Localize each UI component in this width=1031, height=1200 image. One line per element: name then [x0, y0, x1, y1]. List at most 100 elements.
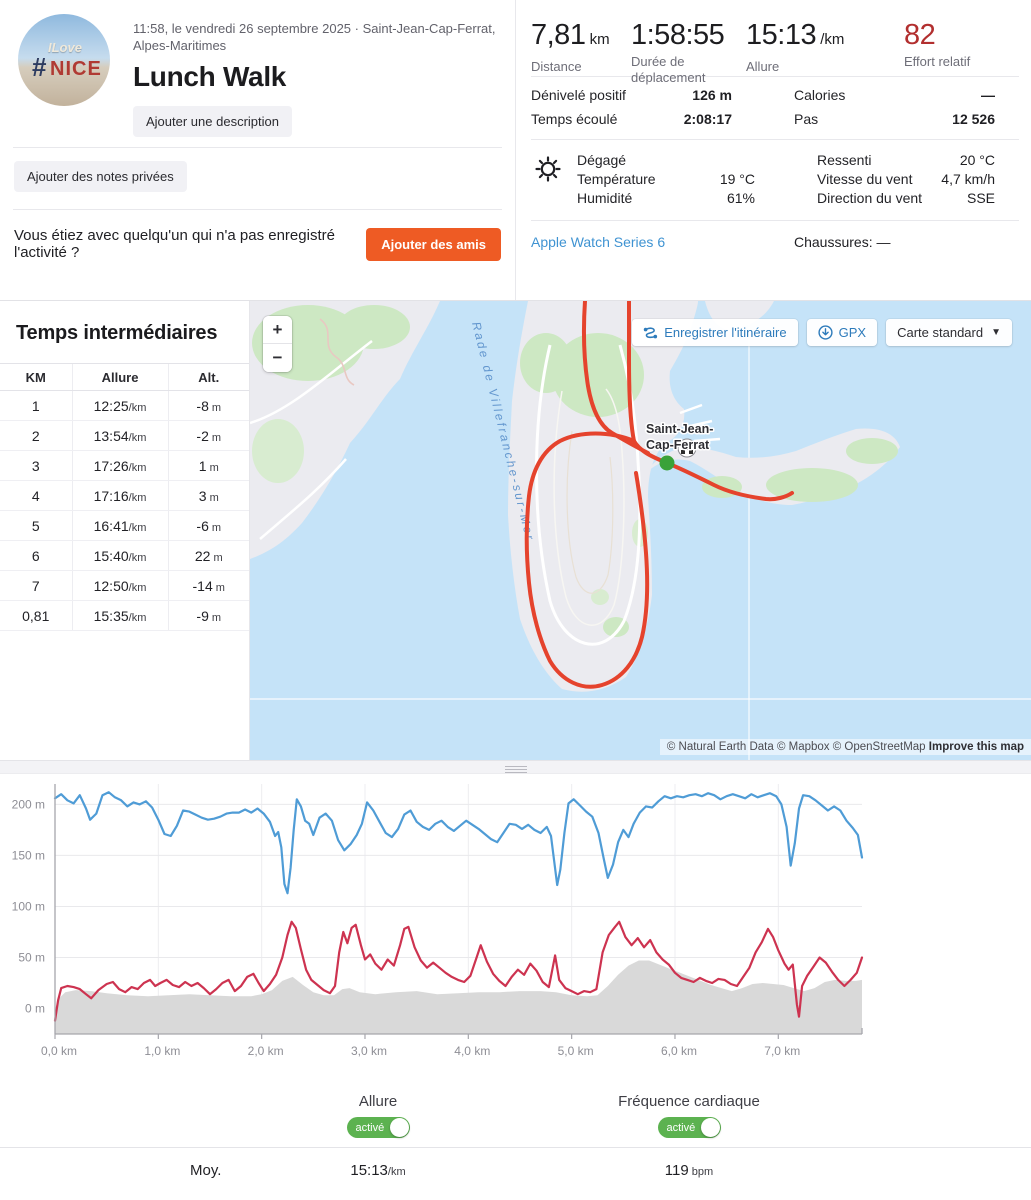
- route-map[interactable]: Rade de Villefranche-sur-Mer: [249, 301, 1031, 760]
- add-description-button[interactable]: Ajouter une description: [133, 106, 292, 137]
- shoes-label: Chaussures: —: [794, 234, 891, 250]
- stat-elevation-gain: Dénivelé positif 126 m: [531, 87, 732, 103]
- map-attribution: © Natural Earth Data © Mapbox © OpenStre…: [659, 739, 1031, 755]
- pace-toggle-label: Allure: [358, 1093, 398, 1110]
- split-km: 3: [0, 450, 72, 481]
- series-Fréquence cardiaque: [53, 791, 864, 895]
- activity-stats-panel: 7,81 km Distance 1:58:55 Durée de déplac…: [516, 0, 1031, 300]
- splits-title: Temps intermédiaires: [16, 322, 218, 344]
- split-alt: -6 m: [167, 510, 249, 541]
- x-axis-tick: 3,0 km: [351, 1044, 387, 1058]
- map-buttons: Enregistrer l'itinéraire GPX Carte stand…: [632, 319, 1012, 346]
- avatar-text-hash: #: [32, 52, 47, 82]
- average-pace: 15:13/km: [350, 1162, 406, 1179]
- stat-moving-time: 1:58:55 Durée de déplacement: [631, 19, 725, 85]
- stat-elapsed-time: Temps écoulé 2:08:17: [531, 111, 732, 127]
- splits-col-alt: Alt.: [167, 363, 249, 391]
- split-km: 4: [0, 480, 72, 511]
- heart-rate-toggle[interactable]: activé: [657, 1117, 721, 1138]
- splits-row[interactable]: 6 15:40/km 22 m: [0, 540, 249, 571]
- activity-header-left: ILove # NICE 11:58, le vendredi 26 septe…: [0, 0, 516, 300]
- map-zoom-control: + −: [263, 316, 292, 372]
- split-pace: 17:26/km: [71, 450, 168, 481]
- splits-row[interactable]: 1 12:25/km -8 m: [0, 390, 249, 421]
- divider: [13, 209, 502, 210]
- split-alt: 1 m: [167, 450, 249, 481]
- analysis-chart-section: 0 m 50 m 100 m 150 m 200 m 0,0 km 1,0 km 2,0 km…: [0, 774, 1031, 1195]
- splits-row[interactable]: 7 12:50/km -14 m: [0, 570, 249, 601]
- pace-toggle[interactable]: activé: [346, 1117, 410, 1138]
- splits-row[interactable]: 4 17:16/km 3 m: [0, 480, 249, 511]
- weather-wind-speed: Vitesse du vent 4,7 km/h: [817, 171, 995, 187]
- gpx-download-button[interactable]: GPX: [806, 319, 878, 346]
- split-alt: 3 m: [167, 480, 249, 511]
- splits-and-map-section: Temps intermédiaires KM Allure Alt. 1 12:…: [0, 301, 1031, 760]
- save-route-button[interactable]: Enregistrer l'itinéraire: [632, 319, 798, 346]
- add-private-notes-button[interactable]: Ajouter des notes privées: [14, 161, 187, 192]
- resize-grip-icon: [504, 764, 527, 775]
- sun-icon: [531, 151, 577, 208]
- splits-col-km: KM: [0, 363, 72, 391]
- split-pace: 12:25/km: [71, 390, 168, 421]
- stat-distance: 7,81 km Distance: [531, 19, 610, 74]
- y-axis-tick: 100 m: [12, 899, 45, 913]
- avatar-text-nice: NICE: [50, 58, 102, 80]
- average-label: Moy.: [190, 1162, 222, 1179]
- y-axis-tick: 50 m: [18, 950, 45, 964]
- tag-friends-row: Vous étiez avec quelqu'un qui n'a pas en…: [0, 210, 515, 278]
- split-km: 1: [0, 390, 72, 421]
- activity-header-card: ILove # NICE 11:58, le vendredi 26 septe…: [0, 0, 1031, 301]
- elevation-pace-hr-chart[interactable]: 0 m 50 m 100 m 150 m 200 m 0,0 km 1,0 km 2,0 km…: [0, 774, 1031, 1062]
- x-axis-tick: 0,0 km: [41, 1044, 77, 1058]
- toggle-knob: [700, 1118, 720, 1137]
- weather-wind-direction: Direction du vent SSE: [817, 190, 995, 206]
- checkered-flag-icon: [677, 438, 697, 458]
- y-axis-tick: 150 m: [12, 848, 45, 862]
- activity-datetime-location: 11:58, le vendredi 26 septembre 2025 · S…: [133, 21, 496, 53]
- weather-temperature: Température 19 °C: [577, 171, 755, 187]
- split-km: 5: [0, 510, 72, 541]
- athlete-avatar[interactable]: ILove # NICE: [18, 14, 110, 106]
- splits-row[interactable]: 5 16:41/km -6 m: [0, 510, 249, 541]
- x-axis-tick: 5,0 km: [558, 1044, 594, 1058]
- split-km: 0,81: [0, 600, 72, 631]
- activity-title: Lunch Walk: [133, 61, 287, 92]
- splits-row[interactable]: 3 17:26/km 1 m: [0, 450, 249, 481]
- stat-relative-effort: 82 Effort relatif: [904, 19, 971, 69]
- weather-humidity: Humidité 61%: [577, 190, 755, 206]
- x-axis-tick: 4,0 km: [454, 1044, 490, 1058]
- splits-row[interactable]: 2 13:54/km -2 m: [0, 420, 249, 451]
- weather-right-column: Ressenti 20 °C Vitesse du vent 4,7 km/h Di…: [817, 151, 995, 208]
- weather-section: Dégagé Température 19 °C Humidité 61% Ress…: [516, 140, 1031, 220]
- heart-rate-toggle-label: Fréquence cardiaque: [618, 1093, 760, 1110]
- zoom-out-button[interactable]: −: [263, 344, 292, 372]
- primary-stats-row: 7,81 km Distance 1:58:55 Durée de déplac…: [516, 0, 1031, 85]
- map-resize-handle[interactable]: [0, 760, 1031, 774]
- divider: [13, 147, 502, 148]
- split-pace: 15:40/km: [71, 540, 168, 571]
- download-icon: [818, 325, 833, 340]
- pace-toggle-block: Allure activé: [293, 1093, 463, 1138]
- weather-left-column: Dégagé Température 19 °C Humidité 61%: [577, 151, 755, 208]
- splits-row[interactable]: 0,81 15:35/km -9 m: [0, 600, 249, 631]
- map-style-dropdown[interactable]: Carte standard ▼: [886, 319, 1012, 346]
- split-pace: 15:35/km: [71, 600, 168, 631]
- improve-map-link[interactable]: Improve this map: [928, 741, 1024, 753]
- average-heart-rate: 119 bpm: [664, 1162, 714, 1179]
- divider: [531, 220, 1019, 221]
- y-axis-tick: 200 m: [12, 797, 45, 811]
- split-alt: 22 m: [167, 540, 249, 571]
- split-pace: 16:41/km: [71, 510, 168, 541]
- split-pace: 17:16/km: [71, 480, 168, 511]
- map-canvas: Rade de Villefranche-sur-Mer: [250, 301, 1031, 760]
- splits-table: KM Allure Alt. 1 12:25/km -8 m 2 13:54/km -2 …: [0, 363, 249, 631]
- zoom-in-button[interactable]: +: [263, 316, 292, 344]
- stat-steps: Pas 12 526: [794, 111, 995, 127]
- y-axis-tick: 0 m: [25, 1001, 45, 1015]
- splits-panel: Temps intermédiaires KM Allure Alt. 1 12:…: [0, 301, 249, 760]
- weather-feels-like: Ressenti 20 °C: [817, 152, 995, 168]
- split-alt: -2 m: [167, 420, 249, 451]
- device-link[interactable]: Apple Watch Series 6: [531, 234, 666, 250]
- add-friends-button[interactable]: Ajouter des amis: [366, 227, 501, 261]
